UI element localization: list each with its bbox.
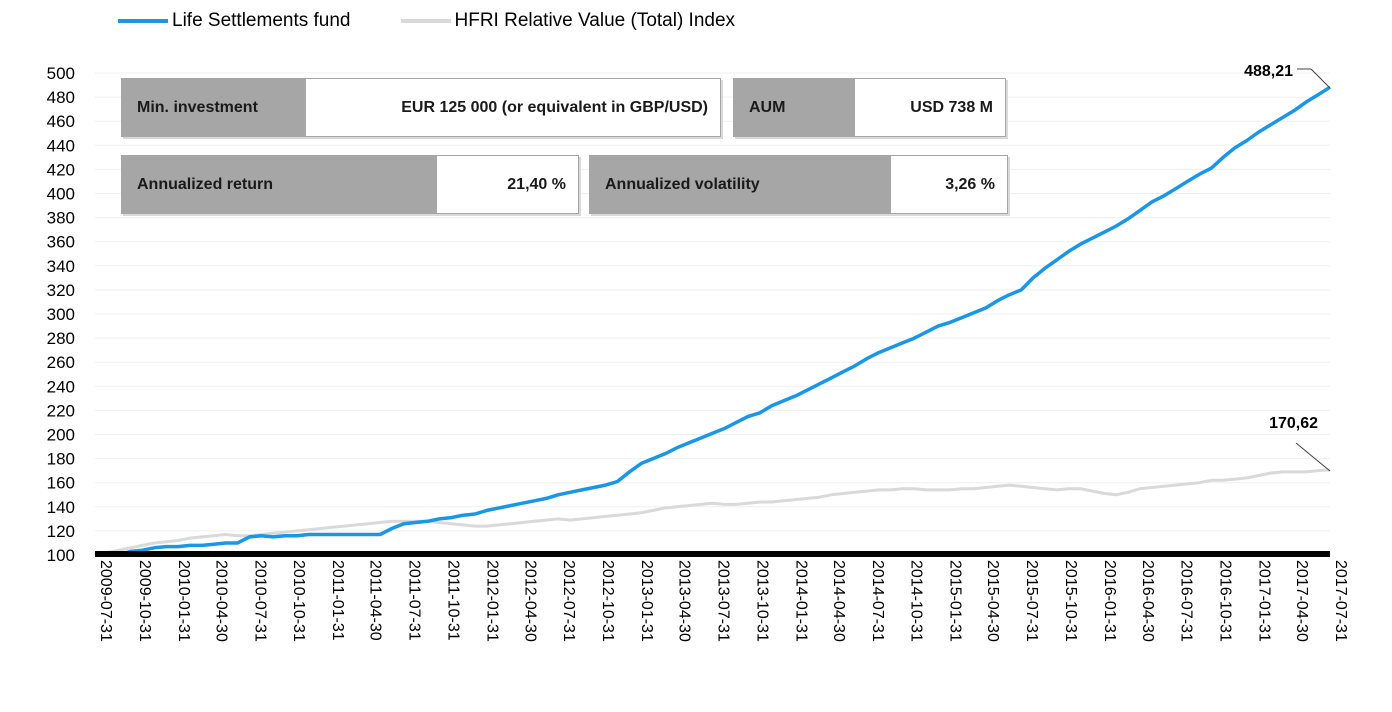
legend-swatch-fund [118, 19, 168, 23]
x-tick-label: 2010-04-30 [212, 560, 229, 642]
x-tick-label: 2015-10-31 [1062, 560, 1079, 642]
x-tick-label: 2011-07-31 [406, 560, 423, 641]
min-investment-box: Min. investment EUR 125 000 (or equivale… [121, 78, 721, 137]
x-axis-ticks: 2009-07-31 2009-10-31 2010-01-31 2010-04-30… [97, 560, 1349, 642]
x-tick-label: 2016-10-31 [1217, 560, 1234, 642]
y-tick-label: 200 [47, 426, 75, 445]
aum-value: USD 738 M [855, 79, 1005, 136]
y-tick-label: 180 [47, 450, 75, 469]
x-tick-label: 2012-01-31 [483, 560, 500, 642]
y-tick-label: 120 [47, 522, 75, 541]
x-tick-label: 2010-07-31 [251, 560, 268, 642]
legend-swatch-index [400, 19, 451, 23]
y-tick-label: 480 [47, 88, 75, 107]
legend: Life Settlements fund HFRI Relative Valu… [118, 10, 785, 32]
x-tick-label: 2017-04-30 [1293, 560, 1310, 642]
y-tick-label: 240 [47, 377, 75, 396]
index-end-label: 170,62 [1269, 415, 1318, 432]
x-tick-label: 2015-01-31 [947, 560, 964, 642]
legend-label-fund: Life Settlements fund [172, 10, 351, 31]
gridlines [95, 72, 1330, 556]
series-line-fund [95, 85, 1331, 557]
x-tick-label: 2009-07-31 [97, 560, 114, 642]
y-tick-label: 300 [47, 305, 75, 324]
x-axis-line [95, 551, 1330, 557]
y-tick-label: 380 [47, 209, 75, 228]
y-tick-label: 340 [47, 257, 75, 276]
annualized-return-label: Annualized return [122, 156, 437, 213]
x-tick-label: 2014-10-31 [908, 560, 925, 642]
y-axis-ticks: 100 120 140 160 180 200 220 240 260 280 300 320 340 3… [47, 64, 75, 565]
x-tick-label: 2013-01-31 [638, 560, 655, 642]
y-tick-label: 140 [47, 498, 75, 517]
y-tick-label: 280 [47, 329, 75, 348]
x-tick-label: 2012-10-31 [599, 560, 616, 642]
x-tick-label: 2014-01-31 [792, 560, 809, 642]
x-tick-label: 2014-07-31 [869, 560, 886, 642]
x-tick-label: 2017-01-31 [1255, 560, 1272, 642]
x-tick-label: 2015-07-31 [1023, 560, 1040, 642]
series-line-index [94, 468, 1331, 557]
fund-end-label: 488,21 [1244, 63, 1293, 80]
x-tick-label: 2015-04-30 [984, 560, 1001, 642]
x-tick-label: 2016-07-31 [1178, 560, 1195, 642]
x-tick-label: 2012-04-30 [521, 560, 538, 642]
min-investment-label: Min. investment [122, 79, 306, 136]
x-tick-label: 2010-10-31 [290, 560, 307, 642]
y-tick-label: 220 [47, 401, 75, 420]
y-tick-label: 460 [47, 112, 75, 131]
annualized-return-box: Annualized return 21,40 % [121, 155, 579, 214]
legend-item-index: HFRI Relative Value (Total) Index [400, 10, 736, 32]
x-tick-label: 2013-10-31 [753, 560, 770, 642]
y-tick-label: 360 [47, 233, 75, 252]
x-tick-label: 2011-04-30 [367, 560, 384, 641]
annualized-volatility-label: Annualized volatility [590, 156, 891, 213]
x-tick-label: 2011-10-31 [444, 560, 461, 641]
x-tick-label: 2012-07-31 [560, 560, 577, 642]
x-tick-label: 2016-04-30 [1139, 560, 1156, 642]
x-tick-label: 2013-04-30 [676, 560, 693, 642]
min-investment-value: EUR 125 000 (or equivalent in GBP/USD) [306, 79, 720, 136]
y-tick-label: 420 [47, 160, 75, 179]
series-lines [94, 85, 1331, 557]
x-tick-label: 2013-07-31 [715, 560, 732, 642]
x-tick-label: 2016-01-31 [1101, 560, 1118, 642]
y-tick-label: 440 [47, 136, 75, 155]
y-tick-label: 320 [47, 281, 75, 300]
x-tick-label: 2009-10-31 [136, 560, 153, 642]
x-tick-label: 2014-04-30 [830, 560, 847, 642]
x-tick-label: 2011-01-31 [329, 560, 346, 641]
legend-item-fund: Life Settlements fund [118, 10, 351, 32]
annualized-return-value: 21,40 % [437, 156, 578, 213]
y-tick-label: 160 [47, 474, 75, 493]
end-label-fund: 488,21 [1244, 63, 1331, 89]
x-tick-label: 2017-07-31 [1332, 560, 1349, 642]
y-tick-label: 100 [47, 546, 75, 565]
annualized-volatility-box: Annualized volatility 3,26 % [589, 155, 1008, 214]
y-tick-label: 500 [47, 64, 75, 83]
aum-label: AUM [734, 79, 855, 136]
aum-box: AUM USD 738 M [733, 78, 1006, 137]
legend-label-index: HFRI Relative Value (Total) Index [454, 10, 736, 31]
x-tick-label: 2010-01-31 [175, 560, 192, 642]
annualized-volatility-value: 3,26 % [891, 156, 1007, 213]
y-tick-label: 260 [47, 353, 75, 372]
y-tick-label: 400 [47, 185, 75, 204]
end-label-index: 170,62 [1269, 415, 1331, 472]
